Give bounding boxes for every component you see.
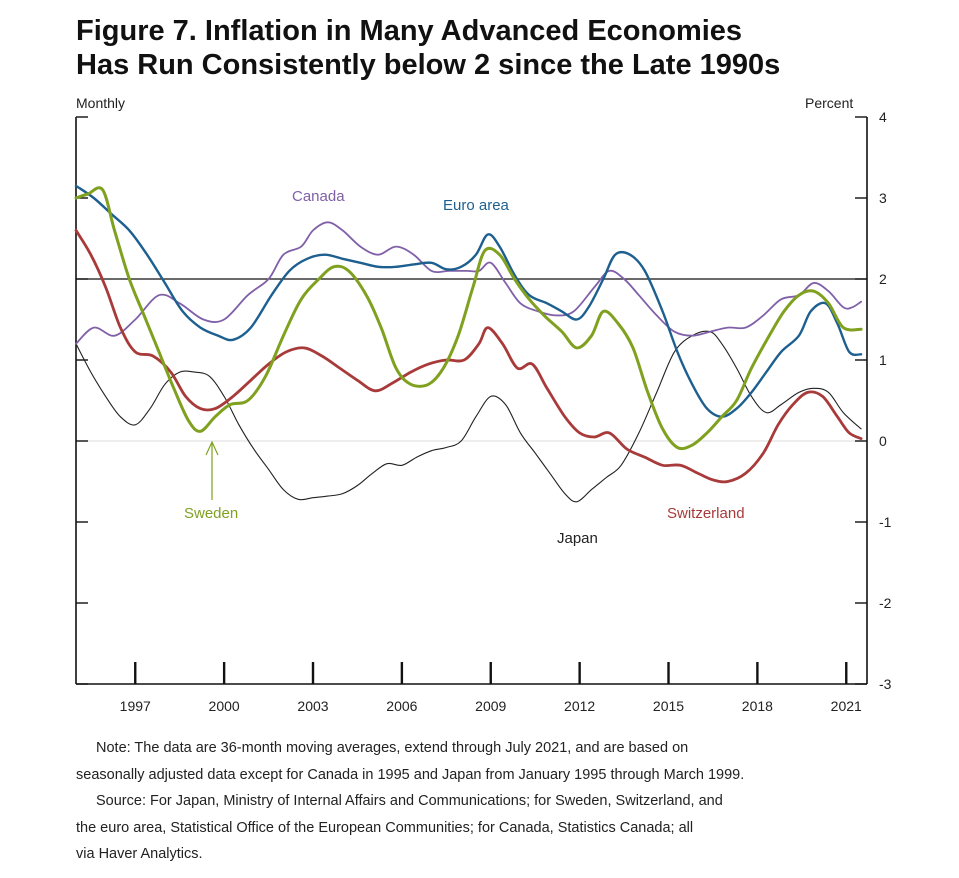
series-label-sweden: Sweden [184, 505, 238, 522]
y-tick-label: 4 [879, 109, 887, 125]
source-line-2: the euro area, Statistical Office of the… [76, 819, 694, 836]
x-tick-label: 2003 [297, 698, 328, 714]
series-label-japan: Japan [557, 530, 598, 547]
y-tick-label: 1 [879, 352, 887, 368]
x-tick-label: 2009 [475, 698, 506, 714]
source-line-3: via Haver Analytics. [76, 846, 203, 862]
x-tick-label: 2000 [209, 698, 240, 714]
title-line-2: Has Run Consistently below 2 since the L… [76, 49, 781, 81]
y-tick-label: 0 [879, 433, 887, 449]
title-line-1: Figure 7. Inflation in Many Advanced Eco… [76, 15, 743, 47]
series-line-canada [75, 221, 862, 345]
reference-lines [76, 278, 867, 442]
series-line-euro-area [74, 184, 863, 418]
series-label-canada: Canada [292, 188, 345, 205]
x-tick-label: 2006 [386, 698, 417, 714]
y-tick-label: -2 [879, 595, 892, 611]
chart-plot: -3 -2 -1 0 1 2 3 4 1997 2000 2003 2006 2009 2012 2015 2… [74, 109, 892, 714]
series-labels: Canada Euro area Sweden Switzerland Japa… [184, 188, 745, 547]
series-line-sweden [74, 186, 863, 451]
chart-title: Figure 7. Inflation in Many Advanced Eco… [76, 14, 780, 82]
axis-ticks: -3 -2 -1 0 1 2 3 4 1997 2000 2003 2006 2009 2012 2015 2… [76, 109, 892, 714]
y-tick-label: -3 [879, 676, 892, 692]
note-line-2: seasonally adjusted data except for Cana… [76, 766, 745, 783]
right-axis-unit-label: Percent [805, 95, 854, 111]
chart-notes: Note: The data are 36-month moving avera… [76, 735, 946, 868]
series-label-switzerland: Switzerland [667, 505, 745, 522]
y-tick-label: 3 [879, 190, 887, 206]
sweden-arrow [205, 440, 219, 500]
plot-frame [75, 117, 868, 685]
series-lines [74, 184, 863, 503]
left-axis-unit-label: Monthly [76, 95, 126, 111]
series-label-euro-area: Euro area [443, 197, 510, 214]
x-tick-label: 2012 [564, 698, 595, 714]
source-line-1: Source: For Japan, Ministry of Internal … [96, 793, 723, 809]
note-line-1: Note: The data are 36-month moving avera… [96, 740, 689, 756]
y-tick-label: 2 [879, 271, 887, 287]
x-tick-label: 2018 [742, 698, 773, 714]
x-tick-label: 2015 [653, 698, 684, 714]
series-line-switzerland [74, 229, 863, 484]
x-tick-label: 2021 [831, 698, 862, 714]
y-tick-label: -1 [879, 514, 892, 530]
series-line-japan [75, 330, 862, 503]
x-tick-label: 1997 [120, 698, 151, 714]
